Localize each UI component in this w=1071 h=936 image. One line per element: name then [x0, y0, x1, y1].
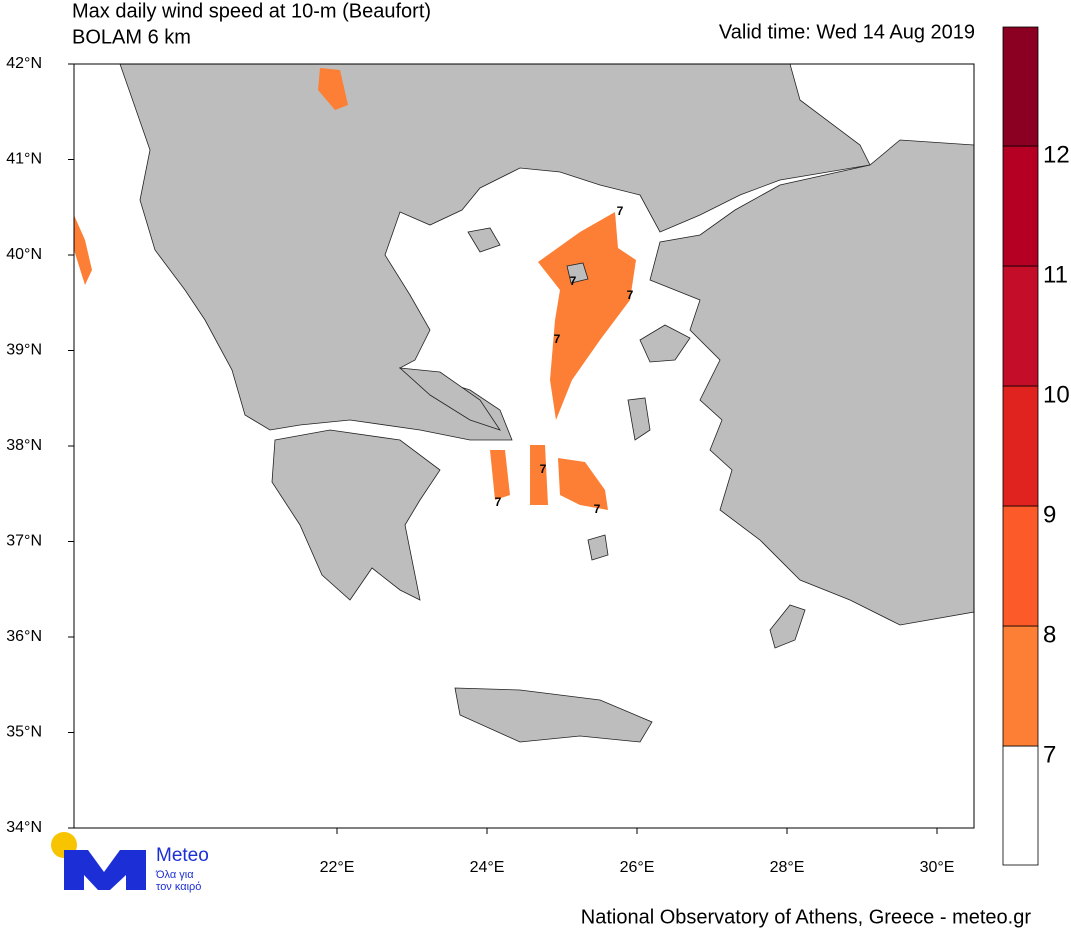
lon-tick-label: 30°E [920, 859, 955, 876]
colorbar-label: 8 [1043, 621, 1056, 648]
lemnos [566, 262, 589, 284]
colorbar-segment [1002, 505, 1039, 627]
lat-tick-label: 35°N [6, 724, 42, 741]
lat-tick-label: 40°N [6, 246, 42, 263]
lon-tick-label: 24°E [470, 859, 505, 876]
colorbar-segment [1002, 26, 1039, 147]
thasos [467, 227, 501, 253]
footer: National Observatory of Athens, Greece -… [581, 906, 1032, 928]
wind-area [74, 215, 92, 285]
peloponnese [271, 429, 441, 601]
wind-area [490, 450, 510, 500]
contour-label: 7 [554, 332, 561, 346]
colorbar-segment [1002, 265, 1039, 387]
logo: Meteo Όλα για τον καιρό [51, 832, 209, 893]
lat-tick-label: 38°N [6, 437, 42, 454]
wind-area [318, 68, 348, 110]
title: Max daily wind speed at 10-m (Beaufort) [72, 0, 431, 22]
crete [454, 687, 653, 743]
lon-tick-label: 26°E [620, 859, 655, 876]
colorbar-segment [1002, 145, 1039, 267]
contour-label: 7 [495, 495, 502, 509]
lat-tick-label: 39°N [6, 342, 42, 359]
lat-tick-label: 37°N [6, 533, 42, 550]
logo-tagline: τον καιρό [156, 881, 201, 893]
contour-label: 7 [570, 274, 577, 288]
colorbar-label: 9 [1043, 501, 1056, 528]
balkans-land [119, 63, 871, 441]
lat-tick-label: 41°N [6, 151, 42, 168]
logo-tagline: Όλα για [155, 869, 194, 881]
valid-time: Valid time: Wed 14 Aug 2019 [719, 21, 975, 43]
wind-area [558, 458, 608, 510]
rhodes [769, 604, 806, 649]
turkey [649, 139, 975, 626]
wind-area [530, 445, 548, 505]
logo-m [64, 850, 146, 890]
colorbar-segment [1002, 625, 1039, 747]
lat-tick-label: 36°N [6, 628, 42, 645]
colorbar-label: 11 [1043, 261, 1068, 288]
colorbar-label: 12 [1043, 141, 1070, 168]
contour-label: 7 [617, 204, 624, 218]
lat-tick-label: 34°N [6, 819, 42, 836]
chios [627, 397, 651, 441]
contour-label: 7 [627, 288, 634, 302]
colorbar-label: 7 [1043, 741, 1056, 768]
contour-label: 7 [594, 502, 601, 516]
map: 7 7 7 7 7 7 7 [73, 63, 975, 829]
logo-name: Meteo [156, 845, 209, 866]
contour-label: 7 [540, 462, 547, 476]
colorbar-segment [1002, 385, 1039, 507]
lat-tick-label: 42°N [6, 55, 42, 72]
wind-area [538, 212, 636, 420]
naxos [587, 534, 609, 561]
euboea [398, 367, 501, 431]
subtitle: BOLAM 6 km [72, 26, 191, 48]
lon-tick-label: 28°E [770, 859, 805, 876]
lon-tick-label: 22°E [320, 859, 355, 876]
colorbar-segment [1002, 745, 1039, 866]
lesvos [639, 324, 691, 363]
colorbar-label: 10 [1043, 381, 1070, 408]
